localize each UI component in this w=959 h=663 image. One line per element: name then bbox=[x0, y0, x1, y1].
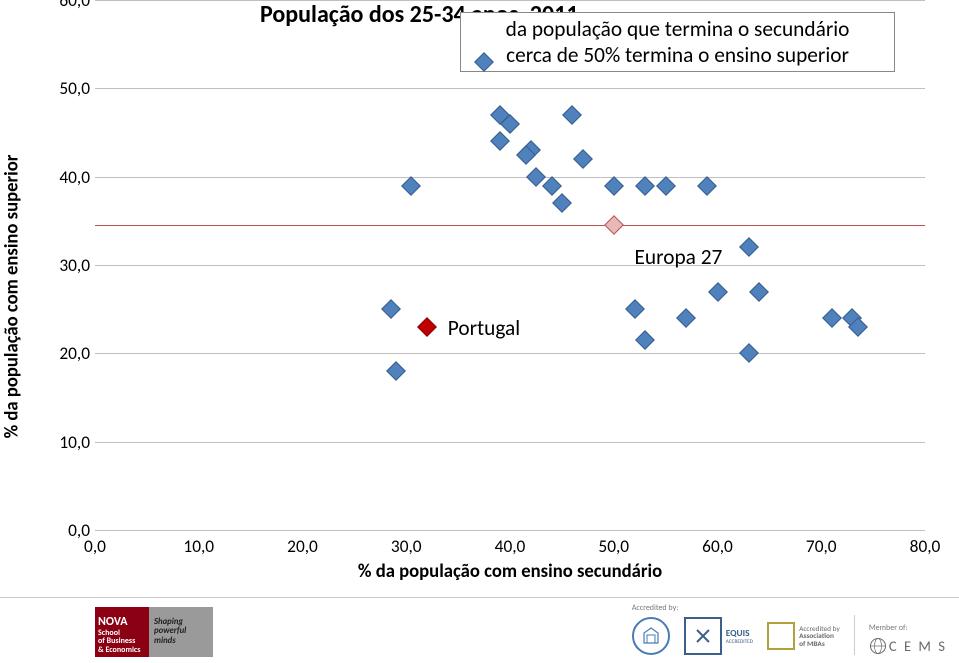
x-tick-label: 0,0 bbox=[84, 535, 106, 557]
scatter-point bbox=[604, 176, 624, 196]
scatter-point bbox=[656, 176, 676, 196]
tagline-l3: minds bbox=[154, 637, 208, 647]
y-tick-label: 30,0 bbox=[50, 254, 90, 276]
reference-line bbox=[95, 225, 925, 226]
gridline bbox=[95, 177, 925, 178]
amba-square-icon bbox=[767, 622, 795, 650]
scatter-point bbox=[739, 237, 759, 257]
x-tick-label: 70,0 bbox=[806, 535, 837, 557]
x-tick-label: 10,0 bbox=[183, 535, 214, 557]
globe-icon bbox=[869, 637, 887, 655]
nova-red-block: NOVA School of Business & Economics bbox=[95, 607, 149, 657]
nova-l4: & Economics bbox=[98, 646, 146, 654]
page: População dos 25-34 anos, 2011 da popula… bbox=[0, 0, 959, 663]
scatter-point bbox=[604, 215, 624, 235]
scatter-point bbox=[552, 193, 572, 213]
nova-logo: NOVA School of Business & Economics Shap… bbox=[95, 607, 213, 657]
y-tick-label: 60,0 bbox=[50, 0, 90, 11]
equis-badge-icon bbox=[684, 617, 722, 655]
y-tick-label: 10,0 bbox=[50, 431, 90, 453]
scatter-point bbox=[635, 176, 655, 196]
equis-text: EQUIS bbox=[726, 627, 753, 639]
y-tick-label: 20,0 bbox=[50, 342, 90, 364]
gridline bbox=[95, 0, 925, 1]
scatter-point bbox=[562, 105, 582, 125]
amba-text: Accredited by Association of MBAs bbox=[799, 625, 840, 647]
cems-logo: C E M S bbox=[869, 637, 947, 655]
gridline bbox=[95, 88, 925, 89]
x-tick-label: 20,0 bbox=[287, 535, 318, 557]
member-label: Member of: bbox=[869, 623, 908, 633]
nova-word: NOVA bbox=[98, 616, 146, 629]
gridline bbox=[95, 530, 925, 531]
member-group: Member of: C E M S bbox=[869, 623, 947, 655]
equis-sub: ACCREDITED bbox=[726, 639, 753, 645]
scatter-point bbox=[381, 299, 401, 319]
x-tick-label: 80,0 bbox=[910, 535, 941, 557]
amba-l3: of MBAs bbox=[799, 640, 840, 647]
x-tick-label: 30,0 bbox=[391, 535, 422, 557]
scatter-point bbox=[676, 308, 696, 328]
scatter-point bbox=[474, 52, 494, 72]
scatter-point bbox=[635, 330, 655, 350]
gridline bbox=[95, 353, 925, 354]
scatter-point bbox=[739, 343, 759, 363]
y-tick-label: 40,0 bbox=[50, 166, 90, 188]
scatter-point bbox=[417, 317, 437, 337]
y-tick-label: 50,0 bbox=[50, 77, 90, 99]
accredited-group: Accredited by: EQUIS ACCREDITED bbox=[632, 603, 840, 655]
aacsb-logo-icon bbox=[632, 617, 670, 655]
scatter-point bbox=[822, 308, 842, 328]
footer-divider bbox=[0, 597, 959, 598]
y-axis-title: % da população com ensino superior bbox=[0, 155, 23, 439]
point-label: Europa 27 bbox=[635, 244, 723, 270]
gridline bbox=[95, 442, 925, 443]
scatter-point bbox=[697, 176, 717, 196]
scatter-point bbox=[749, 282, 769, 302]
scatter-point bbox=[490, 131, 510, 151]
scatter-point bbox=[542, 176, 562, 196]
x-tick-label: 60,0 bbox=[702, 535, 733, 557]
point-label: Portugal bbox=[448, 315, 520, 341]
accreditation-row: Accredited by: EQUIS ACCREDITED bbox=[632, 603, 947, 655]
x-axis-title: % da população com ensino secundário bbox=[95, 560, 925, 583]
scatter-point bbox=[573, 149, 593, 169]
nova-tagline: Shaping powerful minds bbox=[149, 607, 213, 657]
scatter-point bbox=[386, 361, 406, 381]
amba-logo: Accredited by Association of MBAs bbox=[767, 622, 840, 650]
footer: NOVA School of Business & Economics Shap… bbox=[0, 597, 959, 663]
cems-text: C E M S bbox=[889, 637, 947, 655]
vertical-divider bbox=[854, 615, 855, 655]
x-tick-label: 40,0 bbox=[495, 535, 526, 557]
accredited-label: Accredited by: bbox=[632, 603, 679, 613]
plot-area: Portugal Europa 27 bbox=[95, 0, 925, 530]
scatter-point bbox=[625, 299, 645, 319]
accredited-logos: EQUIS ACCREDITED Accredited by Associati… bbox=[632, 617, 840, 655]
equis-logo: EQUIS ACCREDITED bbox=[684, 617, 753, 655]
x-tick-label: 50,0 bbox=[598, 535, 629, 557]
gridline bbox=[95, 265, 925, 266]
scatter-point bbox=[708, 282, 728, 302]
scatter-point bbox=[402, 176, 422, 196]
